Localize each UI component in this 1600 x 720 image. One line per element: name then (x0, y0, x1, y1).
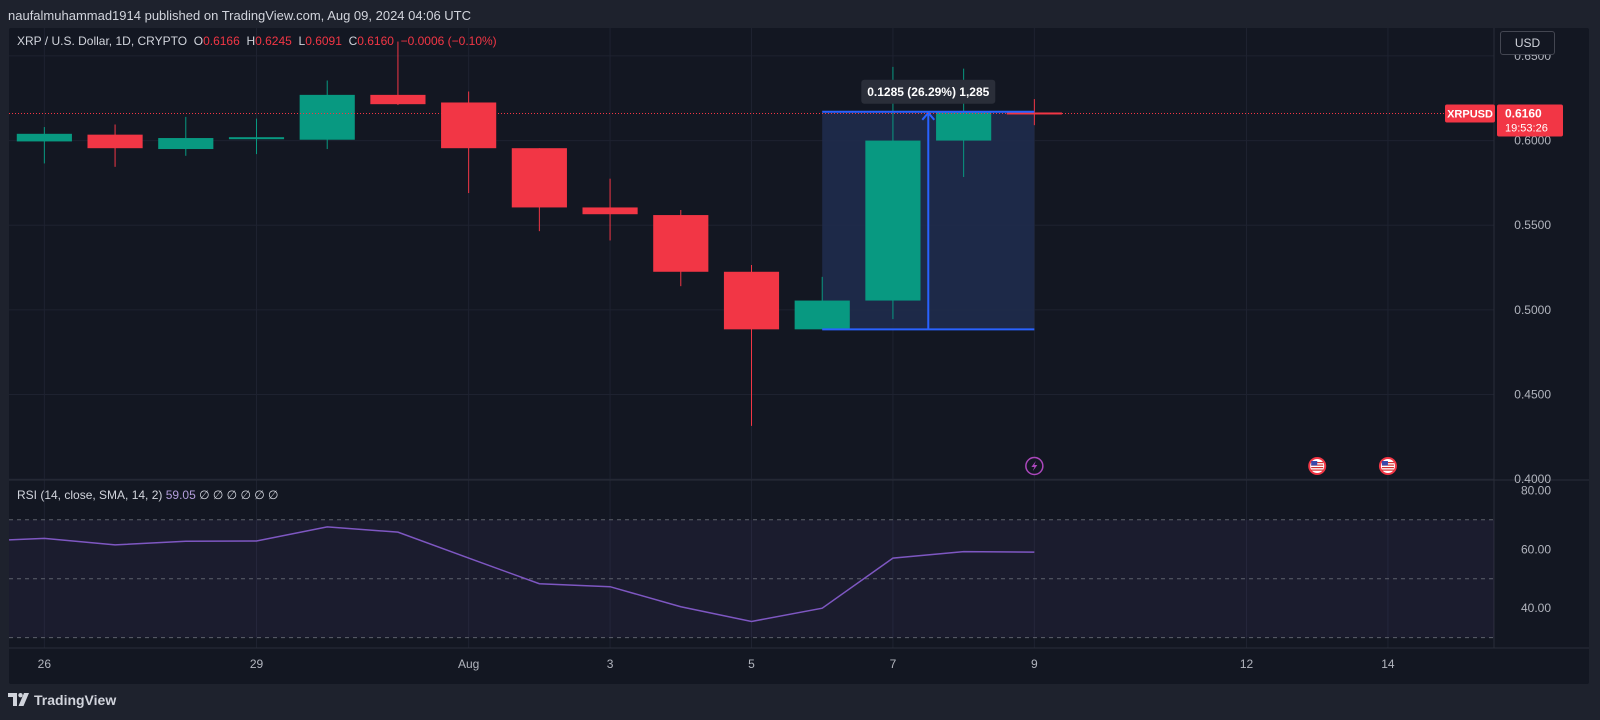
price-tick-label: 0.6000 (1514, 134, 1551, 148)
close-label: C (348, 34, 358, 48)
candle-body (794, 300, 850, 330)
low-value: 0.6091 (305, 34, 342, 48)
time-tick-label: 7 (890, 657, 897, 671)
us-flag-icon[interactable] (1308, 457, 1327, 475)
rsi-line (9, 526, 1035, 623)
candle-body (653, 215, 709, 272)
rsi-legend: RSI (14, close, SMA, 14, 2) 59.05 ∅ ∅ ∅ … (17, 488, 279, 502)
tradingview-logo[interactable]: TradingView (8, 692, 116, 708)
candle-body (370, 94, 426, 105)
chart-panel[interactable]: 0.1285 (26.29%) 1,285 0.4000 0.4500 0.5000 0… (9, 28, 1589, 684)
us-flag-icon[interactable] (1378, 457, 1397, 475)
candle-body (441, 102, 497, 149)
time-tick-label: 29 (250, 657, 264, 671)
candle-body (582, 207, 638, 215)
time-tick-label: 9 (1031, 657, 1038, 671)
price-tick-label: 0.5500 (1514, 218, 1551, 232)
time-tick-label: 26 (38, 657, 52, 671)
measure-label: 0.1285 (26.29%) 1,285 (867, 85, 989, 99)
time-tick-label: 3 (607, 657, 614, 671)
time-tick-label: 5 (748, 657, 755, 671)
rsi-band (9, 519, 1494, 638)
rsi-extras: ∅ ∅ ∅ ∅ ∅ ∅ (199, 488, 279, 502)
rsi-tick-label: 80.00 (1521, 483, 1551, 497)
tradingview-logo-icon (8, 693, 29, 706)
currency-button[interactable]: USD (1500, 31, 1555, 55)
last-price-label: 0.6160 (1505, 106, 1542, 120)
measure-arrow-head (921, 111, 936, 121)
measure-label-box (861, 79, 996, 104)
candle-body (723, 271, 780, 330)
low-label: L (298, 34, 306, 48)
open-label: O (193, 34, 204, 48)
rsi-tick-label: 40.00 (1521, 601, 1551, 615)
candle-body (865, 140, 921, 301)
rsi-label[interactable]: RSI (14, close, SMA, 14, 2) (17, 488, 163, 502)
lightning-event-icon[interactable] (1025, 456, 1044, 476)
time-tick-label: Aug (458, 657, 479, 671)
price-tag-box (1497, 104, 1563, 137)
rsi-value: 59.05 (165, 488, 196, 502)
footer-brand: TradingView (34, 692, 117, 708)
footer: TradingView (0, 684, 1600, 720)
price-tag: XRPUSD 0.6160 19:53:26 (1445, 104, 1563, 137)
published-header: naufalmuhammad1914 published on TradingV… (0, 0, 1600, 28)
chart-canvas[interactable]: 0.1285 (26.29%) 1,285 0.4000 0.4500 0.5000 0… (9, 28, 1589, 684)
candle-body (299, 94, 355, 140)
price-tick-label: 0.4500 (1514, 388, 1551, 402)
open-value: 0.6166 (203, 34, 240, 48)
candle-body (158, 138, 214, 150)
candles (16, 41, 1062, 426)
candle-body (511, 148, 567, 208)
candle-body (228, 137, 285, 140)
close-value: 0.6160 (357, 34, 394, 48)
price-tick-label: 0.5000 (1514, 303, 1551, 317)
published-text: naufalmuhammad1914 published on TradingV… (8, 8, 472, 23)
time-tick-label: 12 (1240, 657, 1254, 671)
symbol-tag: XRPUSD (1447, 108, 1493, 120)
symbol-legend: XRP / U.S. Dollar, 1D, CRYPTO O0.6166 H0… (17, 34, 497, 48)
time-tick-label: 14 (1381, 657, 1395, 671)
price-tick-label: 0.4000 (1514, 472, 1551, 486)
candle-body (1006, 112, 1062, 115)
high-label: H (246, 34, 256, 48)
candle-body (87, 134, 143, 149)
symbol-tag-box (1445, 104, 1495, 123)
countdown-label: 19:53:26 (1505, 122, 1548, 134)
candle-body (936, 112, 992, 141)
change-value: −0.0006 (−0.10%) (400, 34, 497, 48)
candle-body (16, 133, 72, 142)
rsi-tick-label: 60.00 (1521, 542, 1551, 556)
high-value: 0.6245 (255, 34, 292, 48)
symbol-title[interactable]: XRP / U.S. Dollar, 1D, CRYPTO (17, 34, 188, 48)
